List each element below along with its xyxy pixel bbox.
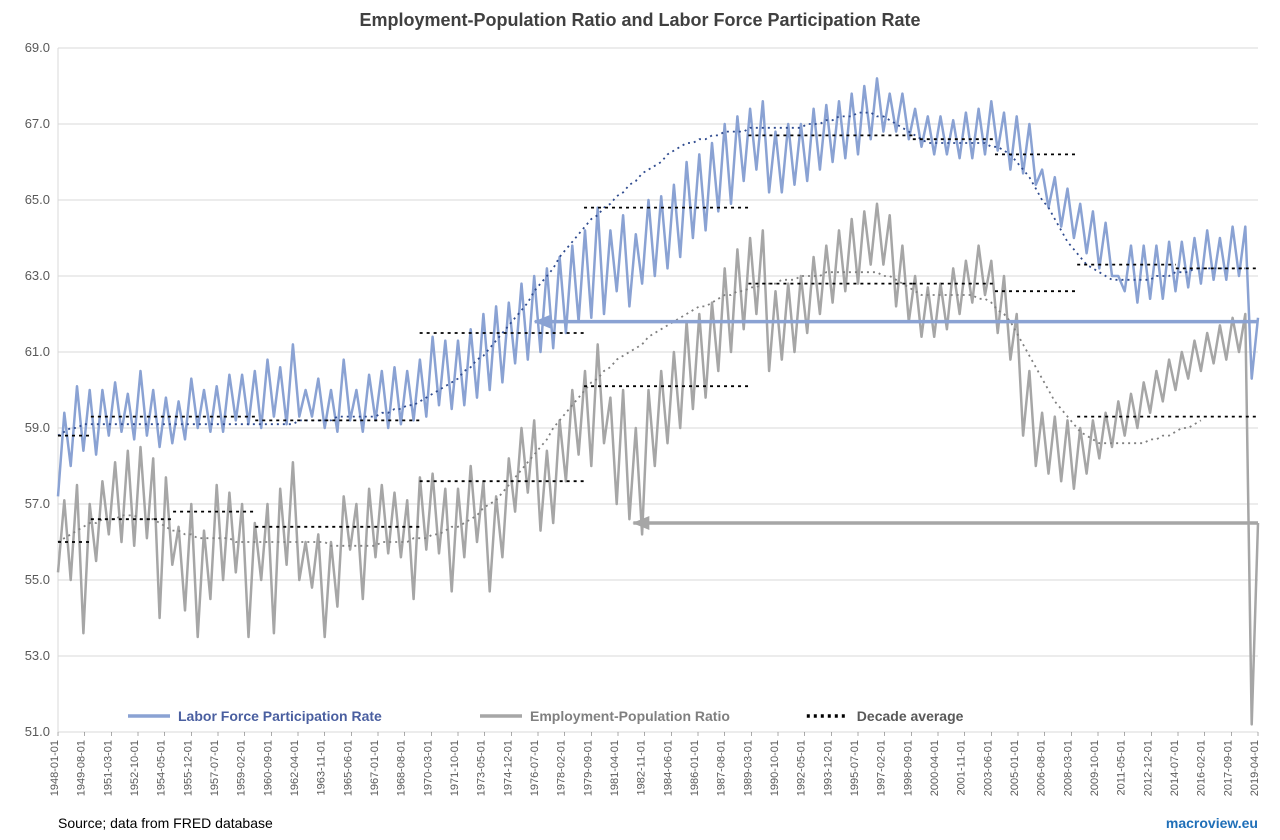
source-text: Source; data from FRED database xyxy=(58,815,273,831)
xtick-label: 1997-02-01 xyxy=(876,740,888,796)
xtick-label: 1957-07-01 xyxy=(209,740,221,796)
xtick-label: 1952-10-01 xyxy=(129,740,141,796)
xtick-label: 1973-05-01 xyxy=(476,740,488,796)
ytick-label: 63.0 xyxy=(25,268,50,283)
ytick-label: 51.0 xyxy=(25,724,50,739)
xtick-label: 1963-11-01 xyxy=(316,740,328,795)
ytick-label: 55.0 xyxy=(25,572,50,587)
chart-svg: Employment-Population Ratio and Labor Fo… xyxy=(0,0,1280,840)
chart-container: Employment-Population Ratio and Labor Fo… xyxy=(0,0,1280,840)
xtick-label: 1974-12-01 xyxy=(502,740,514,796)
legend-label-dec: Decade average xyxy=(857,708,964,724)
xtick-label: 2003-06-01 xyxy=(982,740,994,796)
xtick-label: 1982-11-01 xyxy=(636,740,648,795)
xtick-label: 1984-06-01 xyxy=(662,740,674,796)
xtick-label: 1970-03-01 xyxy=(422,740,434,796)
lfpr-trend xyxy=(58,113,1245,436)
xtick-label: 1992-05-01 xyxy=(796,740,808,796)
xtick-label: 2006-08-01 xyxy=(1036,740,1048,796)
xtick-label: 2009-10-01 xyxy=(1089,740,1101,796)
legend-label-lfpr: Labor Force Participation Rate xyxy=(178,708,382,724)
xtick-label: 1971-10-01 xyxy=(449,740,461,796)
xtick-label: 1986-01-01 xyxy=(689,740,701,796)
ytick-label: 67.0 xyxy=(25,116,50,131)
xtick-label: 2001-11-01 xyxy=(956,740,968,795)
ytick-label: 59.0 xyxy=(25,420,50,435)
xtick-label: 2012-12-01 xyxy=(1142,740,1154,796)
xtick-label: 2011-05-01 xyxy=(1116,740,1128,795)
xtick-label: 2016-02-01 xyxy=(1196,740,1208,796)
xtick-label: 2000-04-01 xyxy=(929,740,941,796)
xtick-label: 2019-04-01 xyxy=(1249,740,1261,796)
xtick-label: 1962-04-01 xyxy=(289,740,301,796)
xtick-label: 1959-02-01 xyxy=(236,740,248,796)
ytick-label: 61.0 xyxy=(25,344,50,359)
ytick-label: 69.0 xyxy=(25,40,50,55)
xtick-label: 1990-10-01 xyxy=(769,740,781,796)
legend-label-epr: Employment-Population Ratio xyxy=(530,708,730,724)
xtick-label: 2014-07-01 xyxy=(1169,740,1181,796)
xtick-label: 1989-03-01 xyxy=(742,740,754,796)
ytick-label: 65.0 xyxy=(25,192,50,207)
xtick-label: 1949-08-01 xyxy=(76,740,88,796)
xtick-label: 1948-01-01 xyxy=(49,740,61,796)
chart-title: Employment-Population Ratio and Labor Fo… xyxy=(359,10,920,30)
ytick-label: 53.0 xyxy=(25,648,50,663)
xtick-label: 1995-07-01 xyxy=(849,740,861,796)
xtick-label: 1960-09-01 xyxy=(262,740,274,796)
xtick-label: 2005-01-01 xyxy=(1009,740,1021,796)
xtick-label: 1955-12-01 xyxy=(182,740,194,796)
xtick-label: 1979-09-01 xyxy=(582,740,594,796)
xtick-label: 1978-02-01 xyxy=(556,740,568,796)
brand-text: macroview.eu xyxy=(1166,815,1258,831)
xtick-label: 1968-08-01 xyxy=(396,740,408,796)
xtick-label: 2008-03-01 xyxy=(1062,740,1074,796)
xtick-label: 1954-05-01 xyxy=(156,740,168,796)
xtick-label: 1965-06-01 xyxy=(342,740,354,796)
xtick-label: 1967-01-01 xyxy=(369,740,381,796)
xtick-label: 1951-03-01 xyxy=(102,740,114,796)
epr-line xyxy=(58,204,1258,725)
xtick-label: 1981-04-01 xyxy=(609,740,621,796)
xtick-label: 1998-09-01 xyxy=(902,740,914,796)
xtick-label: 1976-07-01 xyxy=(529,740,541,796)
xtick-label: 1987-08-01 xyxy=(716,740,728,796)
xtick-label: 2017-09-01 xyxy=(1222,740,1234,796)
ytick-label: 57.0 xyxy=(25,496,50,511)
xtick-label: 1993-12-01 xyxy=(822,740,834,796)
